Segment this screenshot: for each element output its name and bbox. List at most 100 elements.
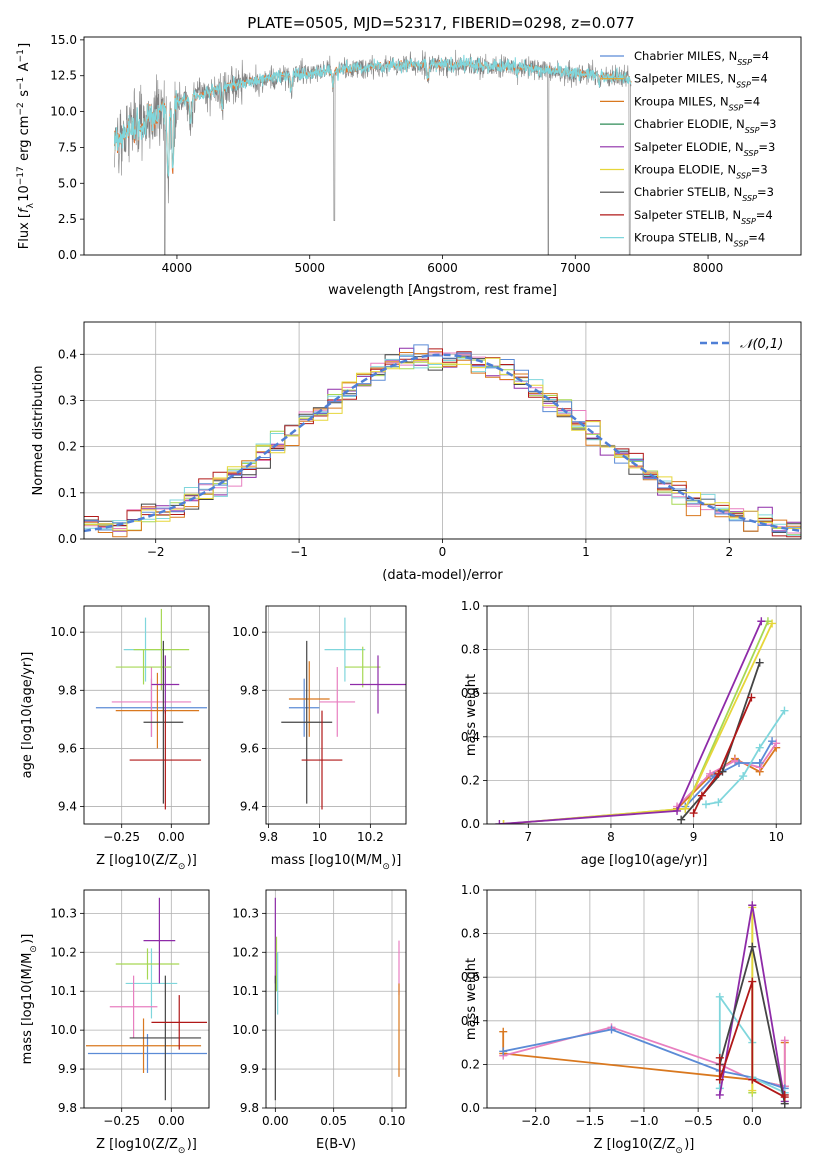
y-tick-label: 0.0	[461, 1101, 480, 1115]
errorbar-point	[143, 640, 184, 804]
x-tick-label: 10.2	[357, 830, 384, 844]
y-tick-label: 12.5	[50, 69, 77, 83]
plus-marker	[715, 992, 724, 1001]
x-tick-label: −2.0	[521, 1114, 550, 1128]
axes-frame	[265, 889, 407, 1109]
y-axis-label: mass weight	[464, 674, 479, 756]
plus-marker	[499, 820, 508, 824]
y-tick-label: 9.4	[240, 800, 259, 814]
plus-marker	[739, 772, 748, 781]
age_vs_mass-plot-area	[266, 606, 406, 824]
y-tick-label: 10.0	[50, 1023, 77, 1037]
plus-marker	[780, 1036, 789, 1045]
y-tick-label: 0.3	[58, 393, 77, 407]
y-tick-label: 0.2	[461, 773, 480, 787]
errorbar-point	[111, 667, 192, 737]
mass_vs_ebv-plot-area	[266, 890, 406, 1108]
y-axis-label: Normed distribution	[31, 366, 46, 496]
plus-marker	[714, 769, 723, 778]
y-tick-label: 0.0	[58, 532, 77, 546]
y-tick-label: 7.5	[58, 140, 77, 154]
errorbar-point	[350, 655, 406, 714]
plus-marker	[748, 901, 757, 910]
y-tick-label: 0.2	[58, 440, 77, 454]
x-axis-label: age [log10(age/yr)]	[581, 853, 708, 868]
plus-marker	[715, 1075, 724, 1084]
plus-marker	[697, 791, 706, 800]
plus-marker	[735, 758, 744, 767]
x-tick-label: 10	[312, 830, 327, 844]
x-tick-label: 4000	[162, 261, 193, 275]
plus-marker	[499, 1047, 508, 1056]
y-tick-label: 9.8	[58, 1101, 77, 1115]
plus-marker	[499, 1027, 508, 1036]
errorbar-point	[115, 672, 200, 749]
y-tick-label: 0.4	[461, 730, 480, 744]
y-tick-label: 10.2	[50, 945, 77, 959]
mass_weight_vs_age-plot-area	[487, 606, 801, 824]
mass-weight-line	[502, 1026, 786, 1088]
errorbar-point	[324, 617, 366, 682]
errorbar-point	[115, 649, 172, 685]
age_vs_mass-chart: 9.8 10 10.2 9.4 9.6 9.8 10.0 mass [log10(M/M⊙ )…	[232, 605, 407, 872]
y-tick-label: 9.8	[58, 683, 77, 697]
legend-label: Chabrier STELIB, NSSP=3	[634, 185, 774, 203]
plus-marker	[748, 1086, 757, 1095]
y-axis-label: age [log10(age/yr)]	[20, 652, 35, 779]
plus-marker	[714, 798, 723, 807]
spectrum-legend: Chabrier MILES, NSSP=4 Salpeter MILES, NS…	[600, 49, 776, 248]
legend-label: Kroupa MILES, NSSP=4	[634, 94, 760, 112]
legend-label: Kroupa STELIB, NSSP=4	[634, 231, 765, 249]
errorbar-point	[319, 667, 356, 737]
legend-label: Chabrier MILES, NSSP=4	[634, 49, 769, 67]
mass_vs_ebv-chart: 0.00 0.05 0.10 9.8 9.9 10.0 10.1 10.2 10.3 E(B-V)	[232, 889, 407, 1152]
x-tick-label: 0.00	[158, 830, 185, 844]
x-tick-label: 0.00	[158, 1114, 185, 1128]
plus-marker	[755, 743, 764, 752]
x-tick-label: −0.25	[103, 1114, 140, 1128]
y-tick-label: 10.0	[232, 625, 259, 639]
y-tick-label: 10.0	[50, 625, 77, 639]
age_vs_z-chart: −0.25 0.00 9.4 9.6 9.8 10.0 Z [log10(Z/Z⊙ )] ag…	[20, 605, 210, 872]
x-tick-label: 0.00	[262, 1114, 289, 1128]
plus-marker	[673, 806, 682, 815]
x-tick-label: 2	[725, 545, 733, 559]
model-spectrum-line	[114, 54, 632, 177]
x-tick-label: −1	[290, 545, 308, 559]
plus-marker	[757, 617, 766, 626]
plus-marker	[715, 1053, 724, 1062]
y-tick-label: 10.0	[50, 105, 77, 119]
errorbar-point	[288, 678, 320, 737]
y-tick-label: 10.0	[232, 1023, 259, 1037]
x-tick-label: 7	[524, 830, 532, 844]
legend-label: 𝒩(0,1)	[740, 337, 783, 352]
x-tick-label: 0	[439, 545, 447, 559]
y-tick-label: 10.2	[232, 945, 259, 959]
x-axis-label: Z [log10(Z/Z⊙ )]	[96, 1137, 197, 1156]
x-axis-label: E(B-V)	[316, 1137, 356, 1152]
plus-marker	[701, 800, 710, 809]
plus-marker	[747, 693, 756, 702]
x-tick-label: 8000	[693, 261, 724, 275]
legend-label: Salpeter ELODIE, NSSP=3	[634, 140, 775, 158]
y-tick-label: 9.9	[240, 1062, 259, 1076]
plus-marker	[772, 739, 781, 748]
plus-marker	[681, 804, 690, 813]
mass-weight-line	[503, 623, 773, 824]
residuals-chart: −2 −1 0 1 2 0.0 0.1 0.2 0.3 0.4 𝒩(0,1) (data-model)…	[31, 321, 802, 583]
axes-frame	[486, 889, 802, 1109]
plus-marker	[706, 769, 715, 778]
errorbar-point	[288, 661, 330, 737]
errorbar-point	[344, 646, 381, 688]
y-tick-label: 9.4	[58, 800, 77, 814]
axes-frame	[83, 889, 210, 1109]
x-axis-label: Z [log10(Z/Z⊙ )]	[96, 853, 197, 872]
x-axis-label: wavelength [Angstrom, rest frame]	[328, 283, 557, 298]
mass-weight-line	[692, 697, 753, 814]
y-tick-label: 0.6	[461, 686, 480, 700]
plus-marker	[495, 820, 504, 824]
x-tick-label: −0.25	[103, 830, 140, 844]
y-tick-label: 0.6	[461, 970, 480, 984]
mass-weight-line	[680, 662, 761, 821]
